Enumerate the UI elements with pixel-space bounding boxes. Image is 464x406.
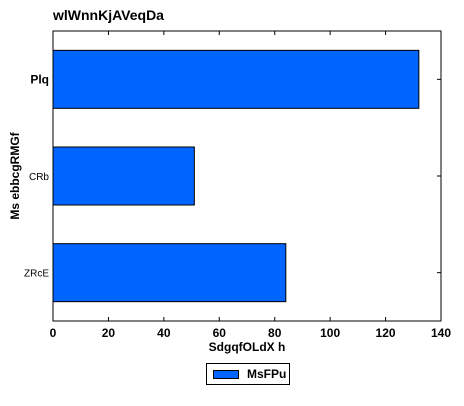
x-tick-label: 80 — [268, 326, 282, 340]
x-tick-label: 0 — [50, 326, 57, 340]
x-tick-label: 140 — [431, 326, 451, 340]
plot-frame — [52, 30, 442, 322]
x-tick-label: 40 — [157, 326, 171, 340]
bar-crb — [52, 146, 195, 206]
bar-plq — [52, 49, 420, 109]
x-tick-label: 60 — [213, 326, 227, 340]
labels-layer: Plq CRb ZRcE 0 20 40 60 80 100 120 140 — [24, 72, 451, 340]
y-axis-label: Ms ebbcgRMGf — [8, 131, 22, 219]
x-axis-label: SdgqfOLdX h — [209, 340, 286, 354]
chart-title: wlWnnKjAVeqDa — [53, 7, 164, 23]
y-tick-label: CRb — [29, 172, 49, 183]
bars-layer — [52, 49, 420, 303]
x-tick-label: 100 — [320, 326, 340, 340]
x-tick-label: 20 — [102, 326, 116, 340]
legend-swatch — [213, 370, 239, 379]
legend-label: MsFPu — [247, 367, 287, 381]
y-tick-label: ZRcE — [24, 269, 49, 280]
x-tick-label: 120 — [376, 326, 396, 340]
bar-zrce — [52, 243, 287, 303]
legend: MsFPu — [206, 363, 290, 385]
y-tick-label: Plq — [30, 72, 49, 86]
